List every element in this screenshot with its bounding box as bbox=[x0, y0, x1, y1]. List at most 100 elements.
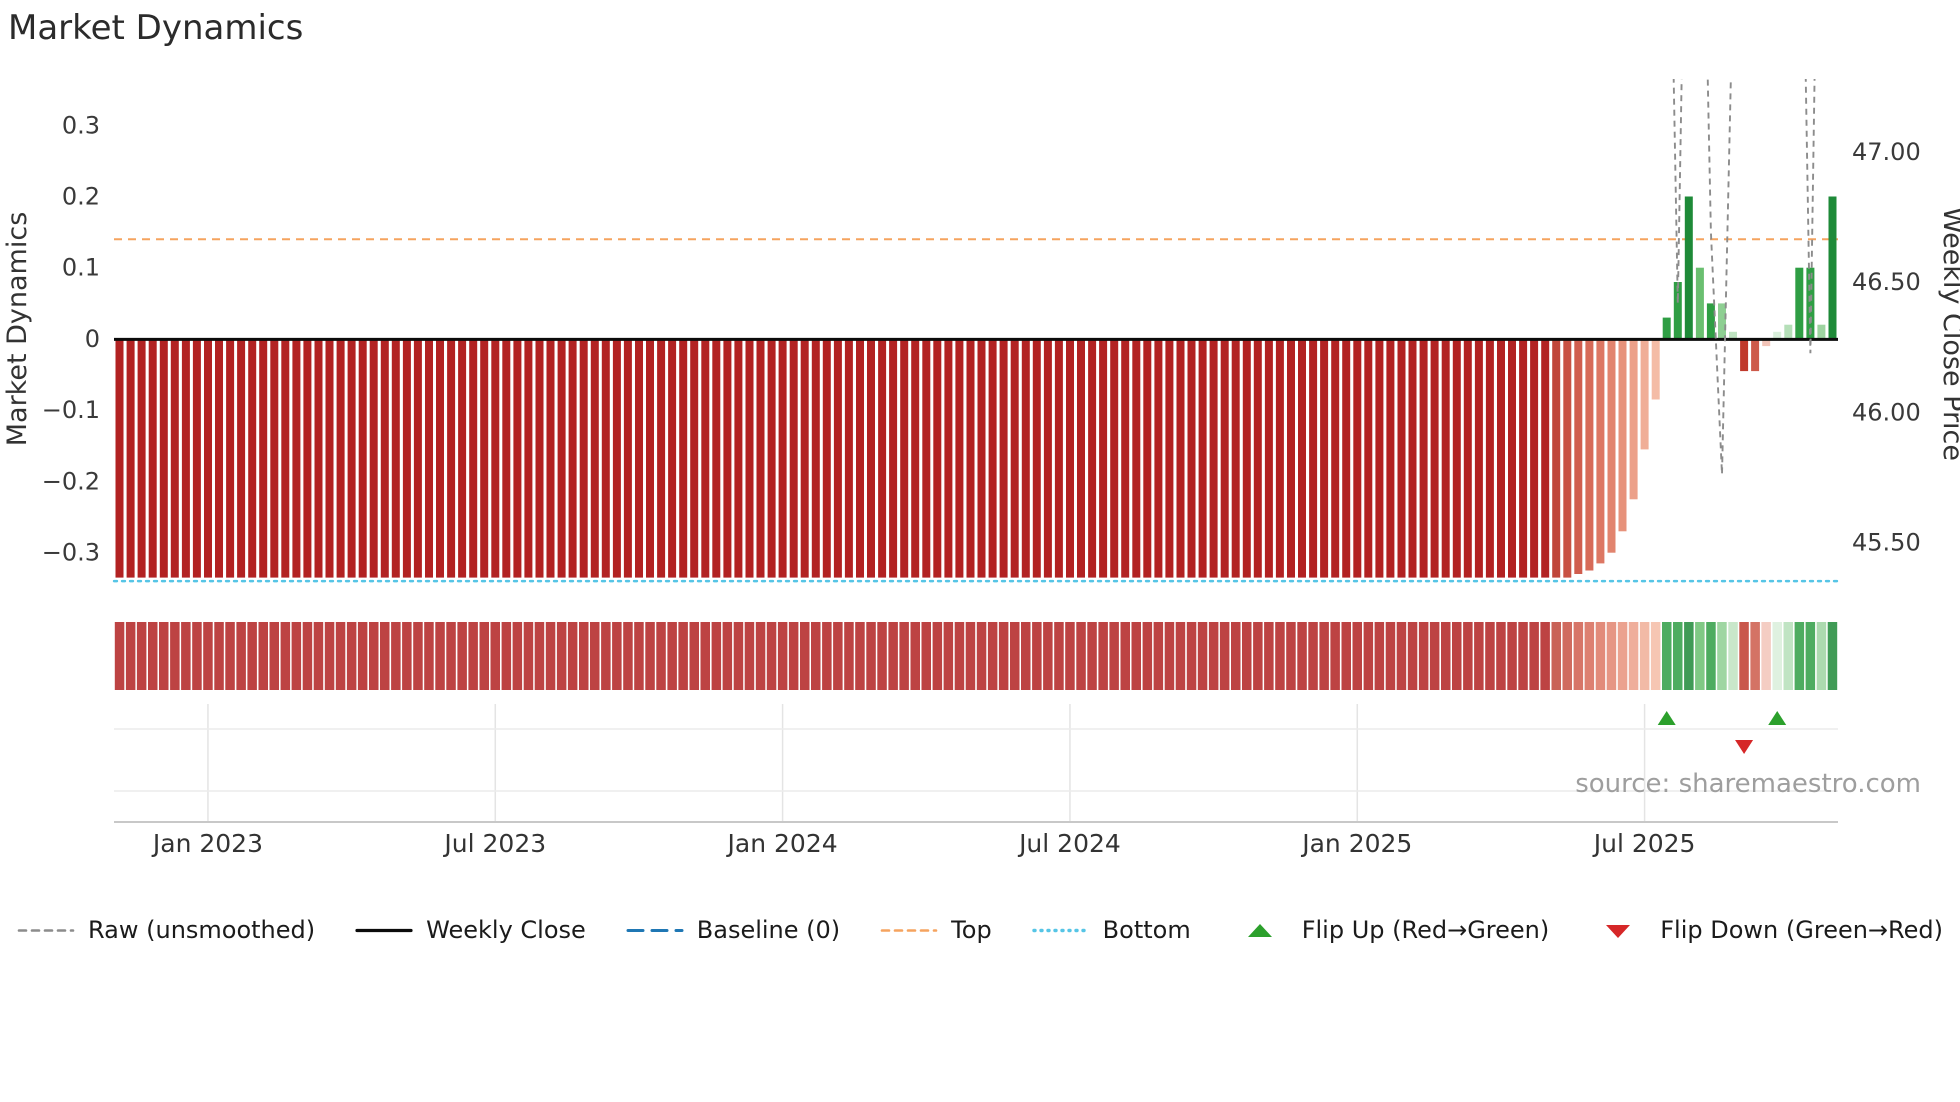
heat-cell bbox=[1010, 622, 1020, 690]
bar bbox=[1066, 339, 1074, 578]
heat-cell bbox=[910, 622, 920, 690]
heat-cell bbox=[457, 622, 467, 690]
heat-cell bbox=[269, 622, 279, 690]
bar bbox=[204, 339, 212, 578]
heat-cell bbox=[1463, 622, 1473, 690]
heat-cell bbox=[1518, 622, 1528, 690]
legend-label: Weekly Close bbox=[426, 916, 586, 944]
bar bbox=[1231, 339, 1240, 578]
legend-label: Flip Up (Red→Green) bbox=[1301, 916, 1550, 944]
heat-cell bbox=[1816, 622, 1827, 690]
bar bbox=[513, 339, 522, 578]
heat-cell bbox=[302, 622, 313, 690]
bar bbox=[1596, 339, 1605, 564]
heat-cell bbox=[733, 622, 744, 690]
heat-cell bbox=[822, 622, 832, 690]
bar bbox=[856, 339, 864, 578]
bar bbox=[181, 339, 190, 578]
bar bbox=[1099, 339, 1108, 578]
heat-cell bbox=[777, 622, 788, 690]
heat-cell bbox=[921, 622, 931, 690]
bar bbox=[844, 339, 853, 578]
heat-cell bbox=[490, 622, 500, 690]
heat-cell bbox=[1496, 622, 1506, 690]
heat-cell bbox=[1529, 622, 1539, 690]
left-tick-label: −0.2 bbox=[42, 467, 100, 495]
heat-cell bbox=[579, 622, 589, 690]
legend-item: Weekly Close bbox=[355, 916, 586, 944]
heat-cell bbox=[291, 622, 302, 690]
bar bbox=[1806, 267, 1815, 339]
heat-cell bbox=[623, 622, 633, 690]
bar bbox=[1640, 339, 1649, 450]
heat-cell bbox=[833, 622, 843, 690]
heat-cell bbox=[479, 622, 489, 690]
heat-cell bbox=[612, 622, 622, 690]
heat-cell bbox=[1551, 622, 1561, 690]
x-tick-label: Jan 2023 bbox=[151, 829, 263, 858]
bar bbox=[1574, 339, 1583, 574]
bar bbox=[1585, 339, 1594, 571]
bar bbox=[237, 339, 246, 578]
heat-cell bbox=[357, 622, 368, 690]
legend-item: Bottom bbox=[1031, 916, 1191, 944]
bar bbox=[425, 339, 433, 578]
bar bbox=[1519, 339, 1528, 578]
bar bbox=[1375, 339, 1384, 578]
bar bbox=[491, 339, 500, 578]
bar bbox=[878, 339, 887, 578]
bar bbox=[723, 339, 732, 578]
bar bbox=[712, 339, 721, 578]
legend-label: Flip Down (Green→Red) bbox=[1660, 916, 1943, 944]
bar bbox=[1651, 339, 1660, 400]
bar bbox=[1397, 339, 1406, 578]
heat-cell bbox=[1584, 622, 1595, 690]
heat-cell bbox=[1728, 622, 1738, 690]
heat-cell bbox=[1275, 622, 1285, 690]
bar bbox=[1154, 339, 1163, 578]
heat-cell bbox=[1772, 622, 1782, 690]
bar bbox=[192, 339, 201, 578]
heat-cell bbox=[236, 622, 246, 690]
bar bbox=[668, 339, 677, 578]
heat-cell bbox=[700, 622, 710, 690]
heat-cell bbox=[114, 622, 125, 690]
bar bbox=[148, 339, 157, 578]
line-solid-icon bbox=[355, 928, 413, 932]
bar bbox=[1530, 339, 1539, 578]
bar bbox=[1353, 339, 1362, 578]
heat-cell bbox=[877, 622, 887, 690]
heat-cell bbox=[1087, 622, 1097, 690]
legend-item: Top bbox=[880, 916, 992, 944]
bar bbox=[900, 339, 909, 578]
heat-cell bbox=[1131, 622, 1141, 690]
bar bbox=[369, 339, 378, 578]
bar bbox=[402, 339, 411, 578]
bar bbox=[447, 339, 456, 578]
heat-cell bbox=[136, 622, 147, 690]
heat-cell bbox=[1264, 622, 1274, 690]
right-axis-label: Weekly Close Price bbox=[1937, 207, 1960, 461]
x-tick-label: Jul 2023 bbox=[442, 829, 546, 858]
bar bbox=[1773, 331, 1782, 339]
bar bbox=[822, 339, 831, 578]
bar bbox=[248, 339, 257, 578]
heat-cell bbox=[1805, 622, 1816, 690]
bar bbox=[1463, 339, 1472, 578]
left-tick-label: −0.3 bbox=[42, 539, 100, 567]
bar bbox=[988, 339, 997, 578]
bar bbox=[1718, 303, 1726, 339]
heat-cell bbox=[1717, 622, 1727, 690]
bar bbox=[1198, 339, 1207, 578]
bar bbox=[701, 339, 710, 578]
legend-label: Baseline (0) bbox=[696, 916, 841, 944]
heat-cell bbox=[545, 622, 556, 690]
heat-cell bbox=[1109, 622, 1119, 690]
heat-cell bbox=[1308, 622, 1318, 690]
bar bbox=[1386, 339, 1395, 578]
heat-cell bbox=[424, 622, 434, 690]
bar bbox=[1541, 339, 1550, 578]
bar bbox=[1043, 339, 1052, 578]
heat-cell bbox=[534, 622, 545, 690]
